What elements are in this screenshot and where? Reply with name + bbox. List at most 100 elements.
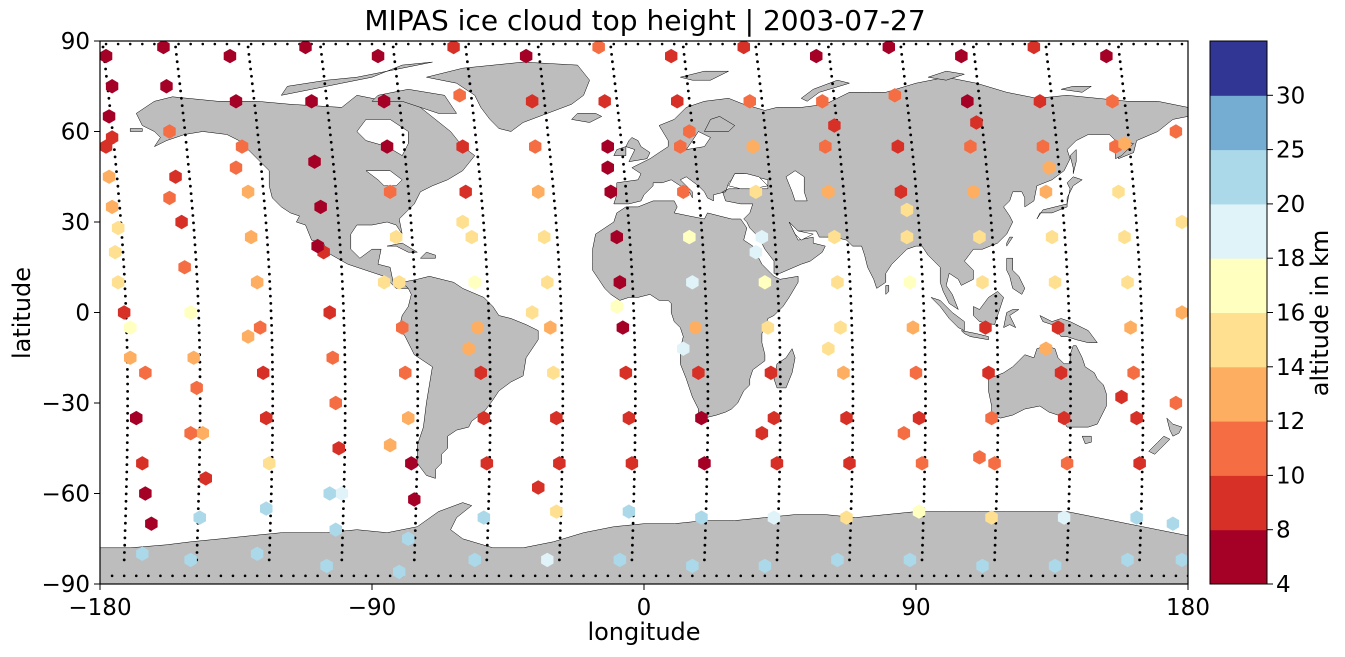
track-dot [1066,280,1069,283]
track-dot [270,470,274,474]
track-dot [776,280,779,283]
water-great-lakes [365,170,403,187]
track-dot [727,574,730,578]
track-dot [851,353,854,357]
track-dot [779,390,782,393]
track-dot [268,551,271,554]
track-dot [921,280,924,283]
cloud-point [253,320,267,335]
track-dot [197,470,201,474]
cloud-point [665,48,678,64]
track-dot [1138,543,1142,547]
track-dot [415,346,419,349]
track-dot [1064,250,1068,254]
track-dot [1069,375,1072,379]
track-dot [754,45,758,49]
land-tasmania [1081,435,1092,444]
cloud-point [1051,320,1065,335]
track-dot [261,184,265,188]
track-dot [1061,206,1065,210]
track-dot [555,236,559,239]
track-dot [479,192,483,196]
cloud-point [229,94,243,109]
track-dot [922,499,926,503]
track-dot [464,45,468,49]
cloud-point [1175,214,1188,230]
track-dot [632,477,636,481]
cloud-point [196,426,209,441]
track-dot [409,214,412,217]
track-dot [1150,574,1154,578]
cloud-point [299,41,312,55]
land-sakhalin [1069,149,1077,174]
land-iceland [571,113,602,123]
track-dot [126,404,129,408]
track-dot [995,499,998,503]
track-dot [1066,536,1070,540]
cloud-point [235,139,249,154]
track-dot [269,309,273,313]
track-dot [1120,74,1124,78]
track-dot [325,104,329,107]
track-dot [414,507,418,510]
cloud-point [819,139,832,154]
track-dot [1168,42,1172,46]
cloud-point [402,410,415,426]
track-dot [341,302,345,305]
track-dot [1133,199,1136,203]
track-dot [827,45,830,49]
track-dot [757,67,760,71]
track-dot [923,470,926,474]
track-dot [1066,529,1070,532]
track-dot [995,316,998,320]
cloud-point [139,486,152,501]
track-dot [485,574,489,578]
track-dot [248,60,252,64]
track-dot [704,499,708,503]
track-dot [912,162,916,166]
track-dot [123,529,127,532]
track-dot [554,214,557,217]
track-dot [195,280,199,283]
track-dot [1068,477,1071,481]
cloud-point [900,229,914,245]
track-dot [340,280,344,283]
track-dot [414,294,417,298]
track-dot [1056,155,1060,159]
track-dot [908,126,912,129]
track-dot [633,470,636,474]
track-dot [1059,184,1063,188]
track-dot [124,521,127,525]
track-dot [1138,280,1142,283]
track-dot [841,184,845,188]
track-dot [1069,404,1072,408]
track-dot [778,426,782,430]
track-dot [631,543,634,547]
track-dot [851,433,855,437]
track-dot [978,104,982,107]
track-dot [627,228,631,232]
track-dot [846,250,850,254]
track-dot [622,170,626,174]
track-dot [124,514,127,518]
cloud-point [677,184,690,199]
track-dot [1053,574,1057,578]
track-dot [629,258,633,261]
track-dot [468,82,472,86]
track-dot [996,441,1000,444]
cloud-point [985,410,998,426]
track-dot [778,470,781,474]
cloud-point [894,184,908,199]
track-dot [537,53,541,56]
cloud-point [903,552,917,568]
track-dot [778,331,781,335]
track-dot [536,45,540,49]
cloud-point [764,365,778,380]
track-dot [706,433,710,437]
track-dot [922,316,926,320]
track-dot [685,42,688,46]
track-dot [832,89,835,93]
cloud-point [598,94,611,109]
track-dot [195,551,199,554]
track-dot [678,574,682,578]
